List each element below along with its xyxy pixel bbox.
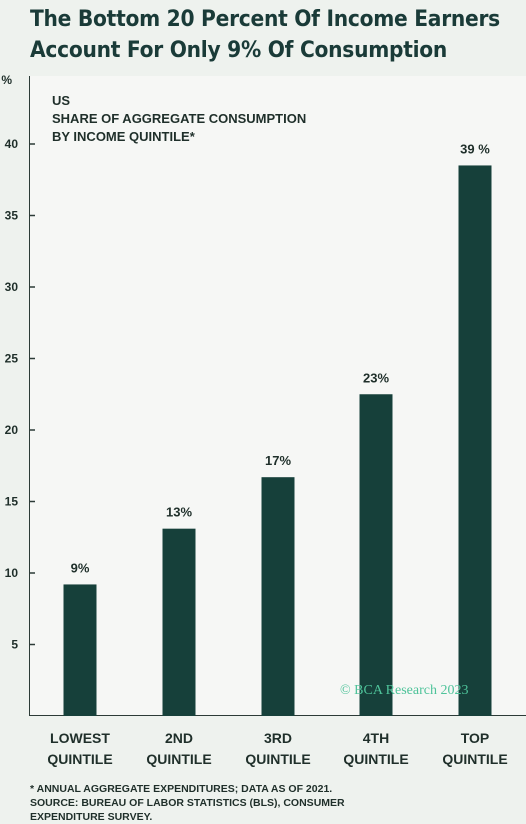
bar bbox=[458, 165, 492, 716]
data-label: 39 % bbox=[460, 141, 490, 156]
y-axis: % 5 10 15 20 25 30 35 40 bbox=[1, 73, 35, 652]
chart-title: The Bottom 20 Percent Of Income Earners … bbox=[30, 4, 500, 66]
bar bbox=[359, 394, 393, 716]
bar bbox=[63, 584, 97, 716]
subtitle-line-3: BY INCOME QUINTILE* bbox=[52, 129, 195, 144]
footnote: * ANNUAL AGGREGATE EXPENDITURES; DATA AS… bbox=[30, 782, 510, 824]
bars-group bbox=[63, 165, 492, 716]
chart-subtitle: US SHARE OF AGGREGATE CONSUMPTION BY INC… bbox=[52, 92, 306, 146]
watermark: © BCA Research 2023 bbox=[340, 683, 469, 698]
data-label: 9% bbox=[71, 560, 90, 575]
category-label-4th: 4TH QUINTILE bbox=[343, 730, 409, 767]
category-label-3rd: 3RD QUINTILE bbox=[245, 730, 311, 767]
y-tick-label: 30 bbox=[5, 280, 19, 294]
data-label: 13% bbox=[166, 505, 192, 520]
footnote-line-3: EXPENDITURE SURVEY. bbox=[30, 811, 153, 823]
y-tick-label: 40 bbox=[5, 137, 19, 151]
data-label: 23% bbox=[363, 370, 389, 385]
data-label: 17% bbox=[265, 453, 291, 468]
y-tick-label: 15 bbox=[5, 495, 19, 509]
data-labels-group: 9% 13% 17% 23% 39 % bbox=[71, 141, 491, 575]
category-label-2nd: 2ND QUINTILE bbox=[146, 730, 212, 767]
y-axis-unit-label: % bbox=[1, 73, 12, 87]
subtitle-line-2: SHARE OF AGGREGATE CONSUMPTION bbox=[52, 111, 307, 126]
title-line-1: The Bottom 20 Percent Of Income Earners bbox=[30, 7, 500, 32]
y-tick-label: 10 bbox=[5, 566, 19, 580]
y-tick-label: 20 bbox=[5, 423, 19, 437]
y-tick-label: 5 bbox=[11, 638, 18, 652]
y-tick-label: 35 bbox=[5, 209, 19, 223]
bar bbox=[261, 477, 295, 716]
category-label-top: TOP QUINTILE bbox=[442, 730, 508, 767]
footnote-line-1: * ANNUAL AGGREGATE EXPENDITURES; DATA AS… bbox=[30, 783, 333, 795]
title-line-2: Account For Only 9% Of Consumption bbox=[30, 38, 448, 63]
subtitle-line-1: US bbox=[52, 93, 71, 108]
y-tick-label: 25 bbox=[5, 352, 19, 366]
bar bbox=[162, 528, 196, 716]
category-label-lowest: LOWEST QUINTILE bbox=[47, 730, 113, 767]
footnote-line-2: SOURCE: BUREAU OF LABOR STATISTICS (BLS)… bbox=[30, 797, 345, 809]
